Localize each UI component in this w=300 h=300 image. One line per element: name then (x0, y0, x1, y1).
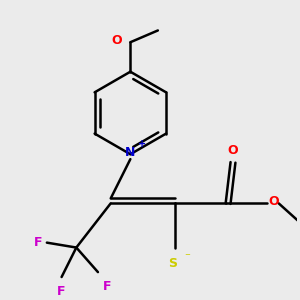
Text: F: F (103, 280, 111, 293)
Text: +: + (138, 140, 146, 149)
Text: ⁻: ⁻ (184, 253, 190, 262)
Text: F: F (33, 236, 42, 249)
Text: O: O (269, 195, 280, 208)
Text: O: O (111, 34, 122, 47)
Text: N: N (125, 146, 136, 159)
Text: O: O (227, 144, 238, 157)
Text: F: F (57, 285, 66, 298)
Text: S: S (168, 257, 177, 270)
